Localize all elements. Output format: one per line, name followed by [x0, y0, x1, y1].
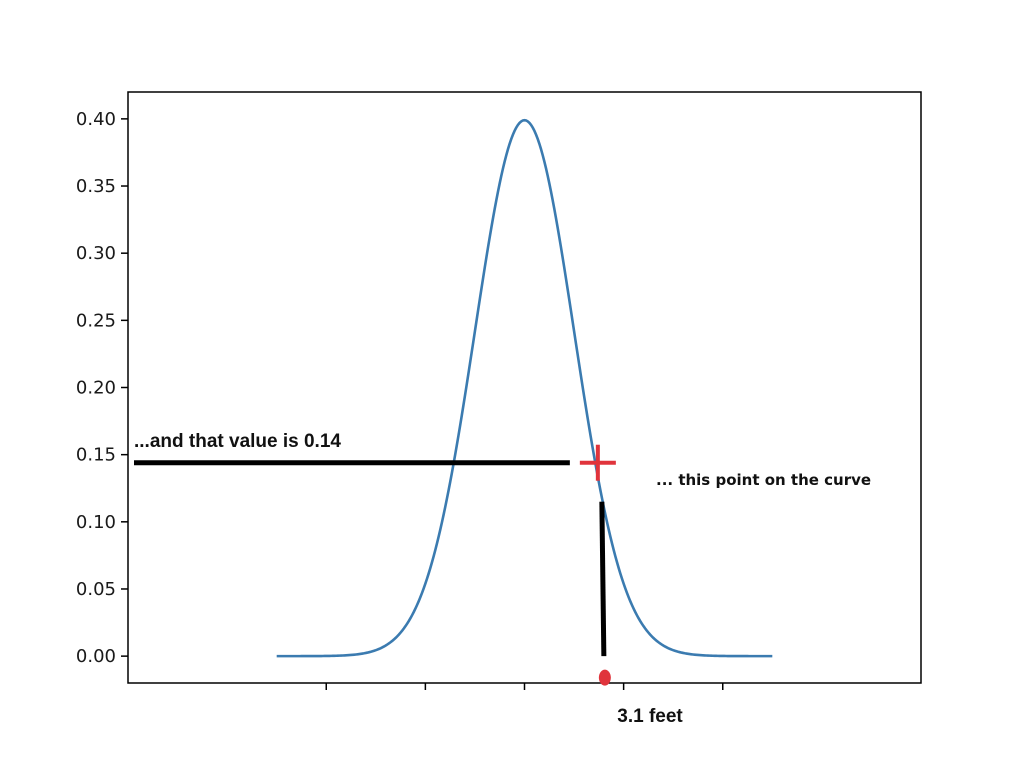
x-axis: [325, 683, 724, 690]
y-tick-label: 0.05: [76, 579, 116, 600]
y-axis: 0.00 0.05 0.10 0.15 0.20 0.25 0.30 0.35 0.40: [76, 109, 128, 667]
plot-frame: [127, 91, 922, 684]
y-tick-label: 0.20: [76, 378, 116, 399]
y-tick-label: 0.35: [76, 176, 116, 197]
x-point-dot: [598, 669, 611, 686]
x-guide-line: [599, 501, 607, 657]
point-annotation: ... this point on the curve: [656, 471, 871, 489]
y-tick-label: 0.40: [76, 109, 116, 130]
y-tick-label: 0.25: [76, 310, 116, 331]
y-tick-label: 0.00: [76, 646, 116, 667]
density-curve: [276, 118, 773, 658]
y-tick-label: 0.10: [76, 512, 116, 533]
y-tick-label: 0.15: [76, 445, 116, 466]
x-value-annotation: 3.1 feet: [617, 706, 683, 727]
y-tick-label: 0.30: [76, 243, 116, 264]
value-annotation: ...and that value is 0.14: [134, 431, 341, 452]
curve-point-marker: [579, 444, 616, 481]
